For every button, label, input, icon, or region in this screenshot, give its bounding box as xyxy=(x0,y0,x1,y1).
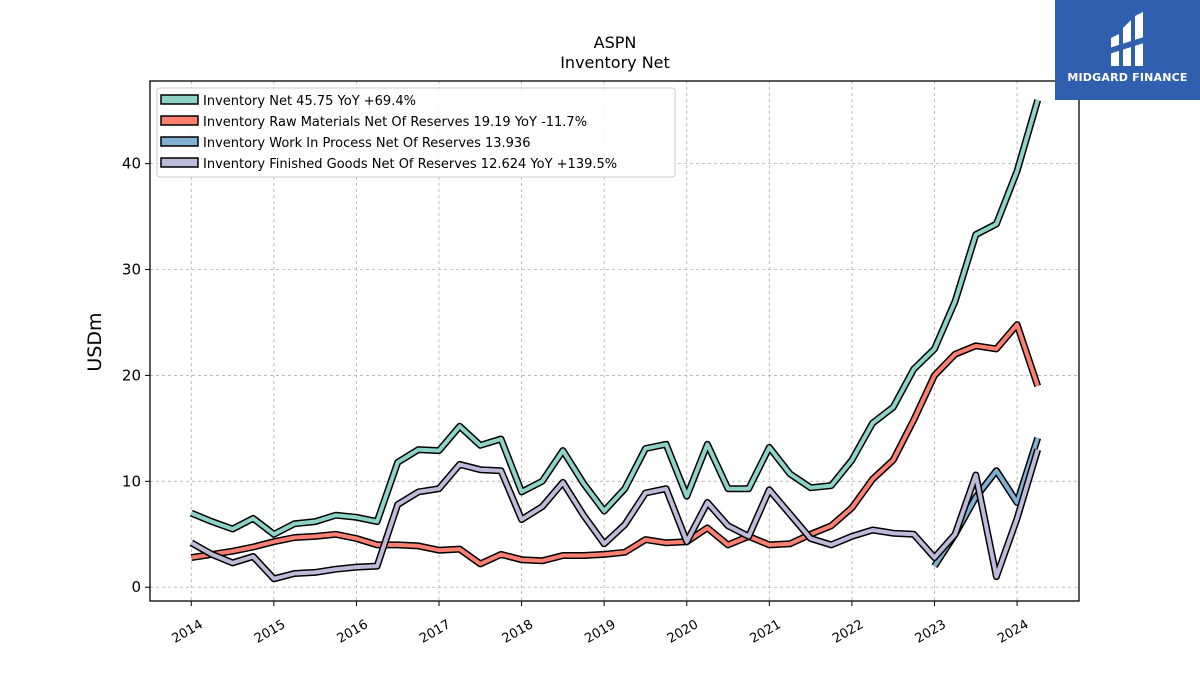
y-tick-label: 20 xyxy=(122,366,141,384)
series-line xyxy=(190,322,1040,566)
series-line-outline xyxy=(189,448,1042,583)
legend: Inventory Net 45.75 YoY +69.4% Inventory … xyxy=(156,87,676,178)
x-tick-label: 2024 xyxy=(995,617,1031,647)
x-tick-label: 2015 xyxy=(252,617,288,647)
x-tick-label: 2014 xyxy=(169,617,205,647)
x-tick-label: 2017 xyxy=(417,617,453,647)
x-axis: 2014 2015 2016 2017 2018 2019 2020 2021 2022 2023… xyxy=(169,601,1031,647)
legend-label: Inventory Work In Process Net Of Reserve… xyxy=(203,136,530,151)
y-axis-label: USDm xyxy=(84,312,106,371)
x-tick-label: 2022 xyxy=(830,617,866,647)
x-tick-label: 2023 xyxy=(913,617,949,647)
y-tick-label: 0 xyxy=(131,578,141,596)
x-tick-label: 2018 xyxy=(500,617,536,647)
series-line xyxy=(190,99,1040,537)
midgard-logo-icon xyxy=(1109,12,1147,66)
chart-subtitle: Inventory Net xyxy=(560,53,670,72)
legend-box xyxy=(156,87,676,178)
y-axis: 0 10 20 30 40 xyxy=(122,155,150,596)
legend-swatch xyxy=(160,157,199,168)
y-tick-label: 30 xyxy=(122,261,141,279)
legend-label: Inventory Finished Goods Net Of Reserves… xyxy=(203,157,617,172)
series-line-outline xyxy=(190,321,1042,568)
brand-logo: MIDGARD FINANCE xyxy=(1055,0,1200,100)
y-tick-label: 40 xyxy=(122,155,141,173)
x-tick-label: 2020 xyxy=(665,617,701,647)
legend-swatch xyxy=(160,136,199,147)
legend-label: Inventory Net 45.75 YoY +69.4% xyxy=(203,94,416,109)
legend-label: Inventory Raw Materials Net Of Reserves … xyxy=(203,115,587,130)
plot-frame xyxy=(149,80,1080,602)
x-tick-label: 2021 xyxy=(748,617,784,647)
series-layer xyxy=(189,99,1042,583)
chart-title: ASPN xyxy=(594,33,637,52)
y-tick-label: 10 xyxy=(122,472,141,490)
brand-name: MIDGARD FINANCE xyxy=(1067,71,1188,84)
legend-swatch xyxy=(160,94,199,105)
x-tick-label: 2019 xyxy=(582,617,618,647)
legend-swatch xyxy=(160,115,199,126)
series-line xyxy=(190,449,1040,581)
x-tick-label: 2016 xyxy=(335,617,371,647)
